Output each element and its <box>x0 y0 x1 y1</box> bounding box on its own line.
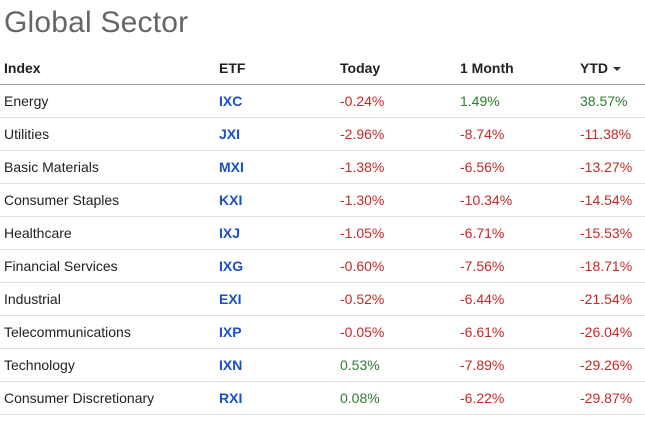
index-cell: Consumer Discretionary <box>0 381 214 415</box>
etf-cell: JXI <box>214 117 336 151</box>
today-change-cell: 0.53% <box>336 348 456 382</box>
index-cell: Basic Materials <box>0 150 214 184</box>
column-header-1-month[interactable]: 1 Month <box>456 52 576 85</box>
month-change-cell: -6.61% <box>456 315 576 349</box>
table-row: Healthcare IXJ -1.05% -6.71% -15.53% <box>0 216 645 250</box>
index-cell: Healthcare <box>0 216 214 250</box>
sector-table: Index ETF Today 1 Month YTD Energy IXC -0.… <box>0 52 645 415</box>
month-change-cell: -7.56% <box>456 249 576 283</box>
ytd-change-cell: -11.38% <box>576 117 645 151</box>
month-change-cell: -6.22% <box>456 381 576 415</box>
table-row: Consumer Discretionary RXI 0.08% -6.22% -29.… <box>0 381 645 415</box>
etf-cell: MXI <box>214 150 336 184</box>
table-row: Telecommunications IXP -0.05% -6.61% -26.04% <box>0 315 645 349</box>
column-header-etf[interactable]: ETF <box>214 52 336 85</box>
table-row: Industrial EXI -0.52% -6.44% -21.54% <box>0 282 645 316</box>
index-cell: Utilities <box>0 117 214 151</box>
today-change-cell: -1.38% <box>336 150 456 184</box>
ytd-change-cell: -14.54% <box>576 183 645 217</box>
today-change-cell: -1.05% <box>336 216 456 250</box>
column-header-ytd[interactable]: YTD <box>576 52 645 85</box>
today-change-cell: -0.52% <box>336 282 456 316</box>
table-row: Basic Materials MXI -1.38% -6.56% -13.27% <box>0 150 645 184</box>
etf-link[interactable]: RXI <box>219 390 243 406</box>
etf-cell: RXI <box>214 381 336 415</box>
today-change-cell: -0.60% <box>336 249 456 283</box>
ytd-change-cell: -29.87% <box>576 381 645 415</box>
month-change-cell: -6.71% <box>456 216 576 250</box>
etf-link[interactable]: EXI <box>219 291 242 307</box>
table-row: Energy IXC -0.24% 1.49% 38.57% <box>0 84 645 118</box>
table-row: Technology IXN 0.53% -7.89% -29.26% <box>0 348 645 382</box>
etf-link[interactable]: MXI <box>219 159 244 175</box>
column-header-index[interactable]: Index <box>0 52 214 85</box>
etf-link[interactable]: IXJ <box>219 225 241 241</box>
month-change-cell: -6.44% <box>456 282 576 316</box>
etf-link[interactable]: IXC <box>219 93 243 109</box>
etf-link[interactable]: JXI <box>219 126 241 142</box>
ytd-change-cell: -29.26% <box>576 348 645 382</box>
ytd-sort-button[interactable]: YTD <box>580 60 621 76</box>
today-change-cell: -1.30% <box>336 183 456 217</box>
ytd-change-cell: -18.71% <box>576 249 645 283</box>
header-row: Index ETF Today 1 Month YTD <box>0 52 645 85</box>
index-cell: Consumer Staples <box>0 183 214 217</box>
today-change-cell: 0.08% <box>336 381 456 415</box>
today-change-cell: -0.05% <box>336 315 456 349</box>
ytd-change-cell: 38.57% <box>576 84 645 118</box>
table-row: Utilities JXI -2.96% -8.74% -11.38% <box>0 117 645 151</box>
today-change-cell: -0.24% <box>336 84 456 118</box>
etf-link[interactable]: KXI <box>219 192 243 208</box>
widget-title: Global Sector <box>4 6 189 39</box>
etf-cell: IXN <box>214 348 336 382</box>
ytd-header-label: YTD <box>580 60 608 76</box>
index-cell: Financial Services <box>0 249 214 283</box>
etf-cell: KXI <box>214 183 336 217</box>
month-change-cell: -6.56% <box>456 150 576 184</box>
ytd-change-cell: -15.53% <box>576 216 645 250</box>
month-change-cell: -10.34% <box>456 183 576 217</box>
ytd-change-cell: -13.27% <box>576 150 645 184</box>
table-header: Index ETF Today 1 Month YTD <box>0 52 645 85</box>
ytd-change-cell: -21.54% <box>576 282 645 316</box>
caret-down-icon <box>613 66 621 71</box>
etf-cell: IXG <box>214 249 336 283</box>
today-change-cell: -2.96% <box>336 117 456 151</box>
index-cell: Telecommunications <box>0 315 214 349</box>
month-change-cell: -8.74% <box>456 117 576 151</box>
month-change-cell: 1.49% <box>456 84 576 118</box>
etf-link[interactable]: IXP <box>219 324 242 340</box>
index-cell: Energy <box>0 84 214 118</box>
month-change-cell: -7.89% <box>456 348 576 382</box>
index-cell: Technology <box>0 348 214 382</box>
etf-cell: EXI <box>214 282 336 316</box>
etf-cell: IXC <box>214 84 336 118</box>
table-row: Consumer Staples KXI -1.30% -10.34% -14.54% <box>0 183 645 217</box>
etf-link[interactable]: IXN <box>219 357 243 373</box>
table-body: Energy IXC -0.24% 1.49% 38.57% Utilities JXI -2… <box>0 84 645 415</box>
column-header-today[interactable]: Today <box>336 52 456 85</box>
etf-cell: IXP <box>214 315 336 349</box>
etf-link[interactable]: IXG <box>219 258 244 274</box>
table-row: Financial Services IXG -0.60% -7.56% -18.71% <box>0 249 645 283</box>
ytd-change-cell: -26.04% <box>576 315 645 349</box>
etf-cell: IXJ <box>214 216 336 250</box>
index-cell: Industrial <box>0 282 214 316</box>
